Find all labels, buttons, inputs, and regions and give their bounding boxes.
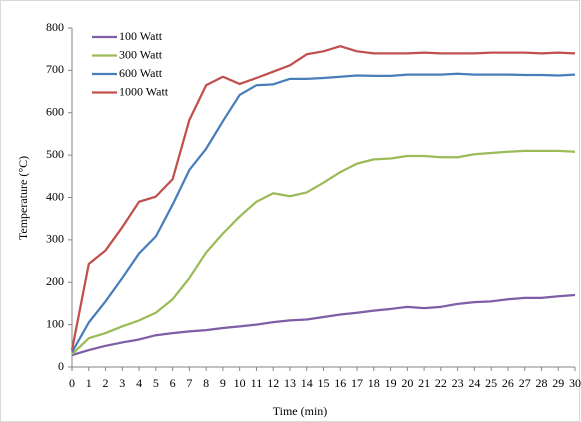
x-tick-label: 6 — [170, 376, 176, 390]
y-tick-label: 100 — [46, 316, 64, 330]
x-tick-label: 21 — [418, 376, 430, 390]
x-tick-label: 28 — [535, 376, 547, 390]
x-tick-label: 20 — [401, 376, 413, 390]
x-tick-label: 14 — [301, 376, 313, 390]
series-line — [70, 45, 576, 351]
y-tick-label: 0 — [58, 359, 64, 373]
x-tick-label: 18 — [368, 376, 380, 390]
x-axis-label: Time (min) — [273, 404, 328, 418]
x-tick-label: 7 — [186, 376, 192, 390]
x-tick-label: 26 — [502, 376, 514, 390]
y-tick-label: 700 — [46, 62, 64, 76]
y-tick-label: 200 — [46, 274, 64, 288]
series-line — [71, 149, 576, 356]
x-tick-label: 27 — [519, 376, 531, 390]
x-tick-label: 19 — [385, 376, 397, 390]
x-tick-label: 9 — [220, 376, 226, 390]
x-tick-label: 1 — [86, 376, 92, 390]
x-tick-label: 3 — [119, 376, 125, 390]
x-tick-label: 17 — [351, 376, 363, 390]
x-tick-label: 16 — [334, 376, 346, 390]
x-tick-label: 23 — [452, 376, 464, 390]
y-tick-label: 800 — [46, 20, 64, 34]
series-line — [71, 72, 576, 353]
x-tick-label: 11 — [251, 376, 263, 390]
x-tick-label: 8 — [203, 376, 209, 390]
x-tick-label: 12 — [267, 376, 279, 390]
legend-label: 600 Watt — [119, 66, 163, 80]
y-axis-label: Temperature (°C) — [16, 156, 30, 240]
x-tick-label: 24 — [468, 376, 480, 390]
x-tick-label: 29 — [552, 376, 564, 390]
legend-label: 300 Watt — [119, 47, 163, 61]
y-tick-label: 500 — [46, 147, 64, 161]
x-tick-label: 30 — [569, 376, 581, 390]
y-tick-label: 600 — [46, 105, 64, 119]
x-tick-label: 4 — [136, 376, 142, 390]
x-tick-label: 25 — [485, 376, 497, 390]
x-tick-label: 13 — [284, 376, 296, 390]
x-tick-label: 5 — [153, 376, 159, 390]
legend-label: 1000 Watt — [119, 84, 169, 98]
legend-label: 100 Watt — [119, 29, 163, 43]
x-tick-label: 22 — [435, 376, 447, 390]
y-tick-label: 300 — [46, 232, 64, 246]
x-tick-label: 0 — [69, 376, 75, 390]
series-line — [71, 293, 576, 357]
x-tick-label: 10 — [234, 376, 246, 390]
x-tick-label: 2 — [103, 376, 109, 390]
x-tick-label: 15 — [318, 376, 330, 390]
y-tick-label: 400 — [46, 189, 64, 203]
